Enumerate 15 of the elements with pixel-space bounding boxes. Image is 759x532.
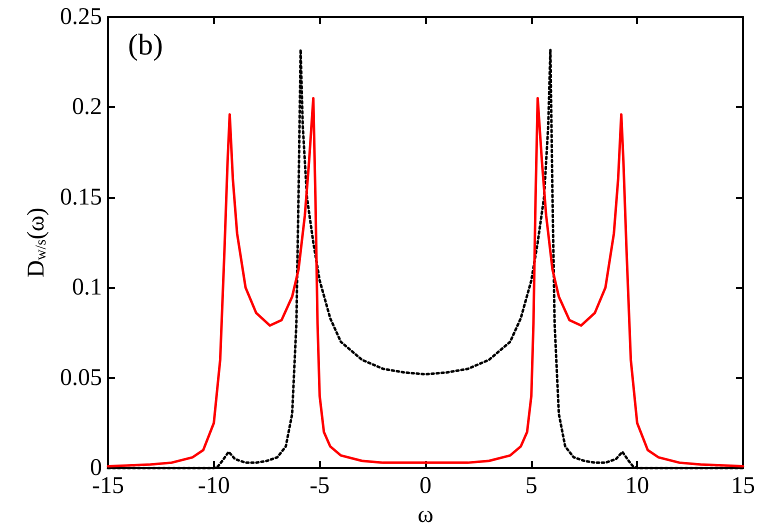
annotation: (b) [128, 28, 163, 62]
x-tick-label: 5 [525, 473, 538, 500]
y-tick-label: 0 [90, 455, 102, 482]
y-tick-label: 0.1 [72, 274, 102, 301]
x-tick-label: -5 [310, 473, 330, 500]
x-tick-label: 10 [625, 473, 650, 500]
x-axis-title: ω [418, 502, 434, 528]
y-tick-label: 0.25 [60, 4, 102, 30]
y-tick-label: 0.15 [60, 184, 102, 210]
y-tick-label: 0.2 [72, 94, 102, 120]
y-tick-label: 0.05 [60, 364, 102, 391]
x-tick-label: 0 [420, 473, 432, 500]
y-axis-title: Dw/s(ω) [24, 208, 50, 278]
x-tick-label: -10 [198, 473, 230, 500]
x-tick-label: 15 [731, 473, 755, 500]
